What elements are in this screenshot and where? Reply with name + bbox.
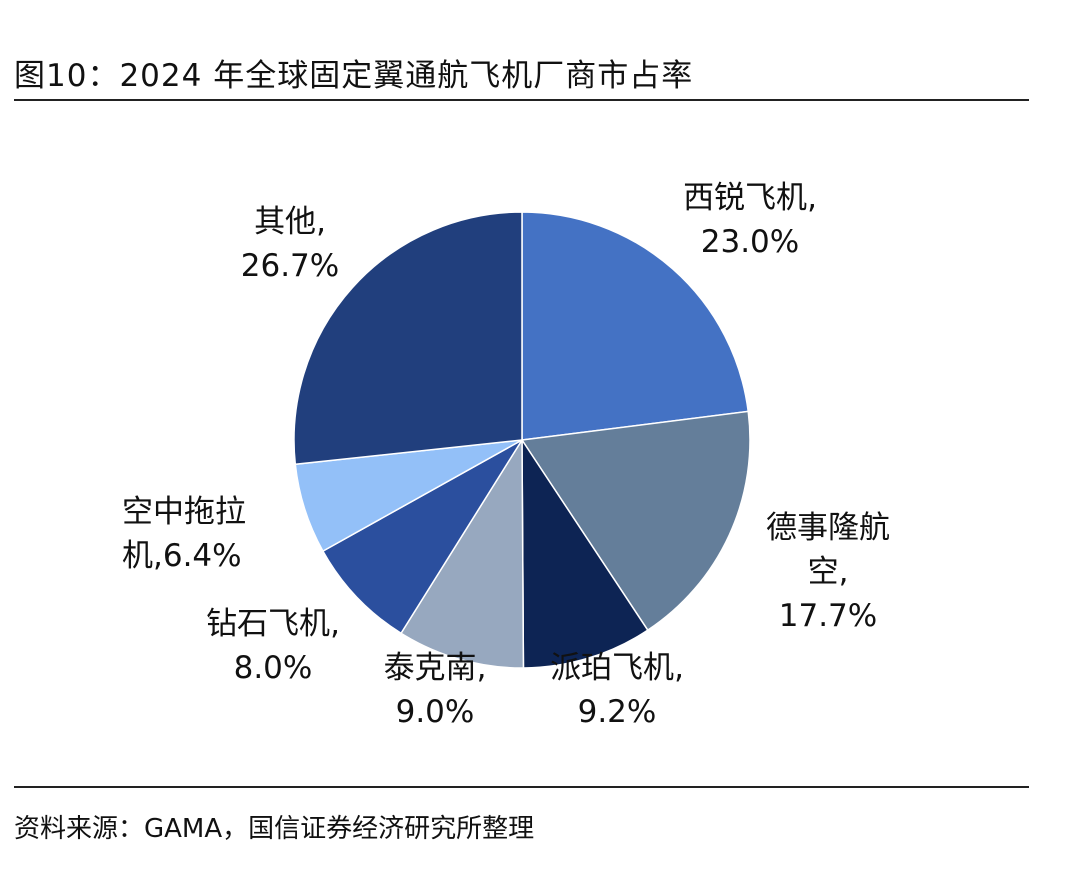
label-name: 其他: [254, 204, 326, 240]
label-air-tractor: 空中拖拉机6.4%: [122, 490, 282, 578]
pie-slice-2: [521, 437, 649, 669]
label-value: 23.0%: [700, 224, 800, 260]
label-value: 9.2%: [577, 694, 657, 730]
figure-title: 图10：2024 年全球固定翼通航飞机厂商市占率: [14, 58, 694, 94]
label-name: 泰克南: [384, 650, 487, 686]
label-value: 6.4%: [162, 538, 242, 574]
label-textron: 德事隆航空 17.7%: [748, 506, 908, 638]
pie-slice-4: [321, 439, 523, 635]
label-name: 钻石飞机: [206, 606, 340, 642]
label-diamond: 钻石飞机 8.0%: [178, 602, 368, 690]
source-note: 资料来源：GAMA，国信证券经济研究所整理: [14, 814, 535, 844]
label-others: 其他 26.7%: [225, 200, 355, 288]
label-tecnam: 泰克南 9.0%: [355, 646, 515, 734]
pie-slice-0: [521, 211, 750, 441]
label-value: 8.0%: [233, 650, 313, 686]
bottom-divider: [14, 786, 1029, 788]
label-piper: 派珀飞机 9.2%: [527, 646, 707, 734]
top-divider: [14, 99, 1029, 101]
pie-slice-1: [520, 410, 751, 632]
label-name: 西锐飞机: [683, 180, 817, 216]
label-value: 17.7%: [778, 598, 878, 634]
label-name: 派珀飞机: [550, 650, 684, 686]
label-name: 德事隆航空: [766, 510, 890, 590]
pie-slice-3: [400, 437, 525, 669]
pie-slice-6: [293, 211, 523, 466]
label-cirrus: 西锐飞机 23.0%: [655, 176, 845, 264]
label-value: 26.7%: [240, 248, 340, 284]
label-value: 9.0%: [395, 694, 475, 730]
